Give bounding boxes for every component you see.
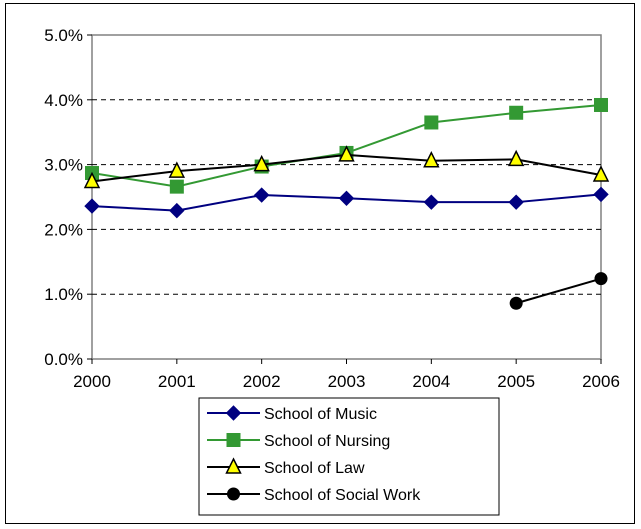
legend-label: School of Nursing (264, 433, 390, 450)
x-tick-label: 2006 (582, 372, 620, 391)
legend-label: School of Law (264, 460, 365, 477)
data-point (168, 161, 186, 178)
legend-marker (225, 457, 242, 474)
legend-marker (227, 487, 240, 501)
data-point (423, 151, 440, 168)
y-tick-label: 4.0% (44, 91, 83, 110)
x-tick-label: 2004 (412, 372, 450, 391)
series-line (515, 277, 602, 305)
x-tick-label: 2000 (73, 372, 111, 391)
data-point (338, 190, 355, 207)
data-point (594, 97, 608, 112)
legend-box (198, 397, 500, 516)
x-tick-label: 2002 (243, 372, 281, 391)
x-tick-label: 2005 (497, 372, 535, 391)
series-school-of-law (83, 145, 610, 189)
data-point (424, 115, 439, 130)
chart-frame (5, 3, 635, 524)
data-point (507, 149, 525, 167)
series-school-of-music (84, 186, 609, 219)
x-tick-label: 2003 (328, 372, 366, 391)
legend-label: School of Music (264, 406, 377, 423)
legend: School of Music School of Nursing School o… (198, 397, 500, 516)
y-tick-label: 1.0% (44, 285, 83, 304)
legend-label: School of Social Work (264, 487, 421, 504)
data-point (253, 187, 270, 203)
data-point (169, 179, 184, 194)
data-point (423, 194, 440, 210)
data-point (509, 296, 523, 310)
legend-marker (226, 433, 241, 447)
y-tick-label: 3.0% (44, 156, 83, 175)
data-point (253, 154, 270, 172)
data-point (594, 272, 608, 286)
data-point (84, 198, 100, 214)
data-point (592, 165, 610, 182)
data-point (508, 194, 524, 210)
data-point (593, 186, 609, 203)
y-tick-label: 5.0% (44, 26, 83, 45)
data-point (83, 171, 101, 189)
y-tick-label: 2.0% (44, 220, 83, 239)
data-point (509, 105, 524, 120)
x-tick-label: 2001 (158, 372, 196, 391)
y-tick-label: 0.0% (44, 350, 83, 369)
legend-marker (225, 405, 242, 421)
data-point (169, 202, 185, 219)
series-school-of-social-work (509, 272, 608, 310)
data-point (338, 145, 355, 162)
